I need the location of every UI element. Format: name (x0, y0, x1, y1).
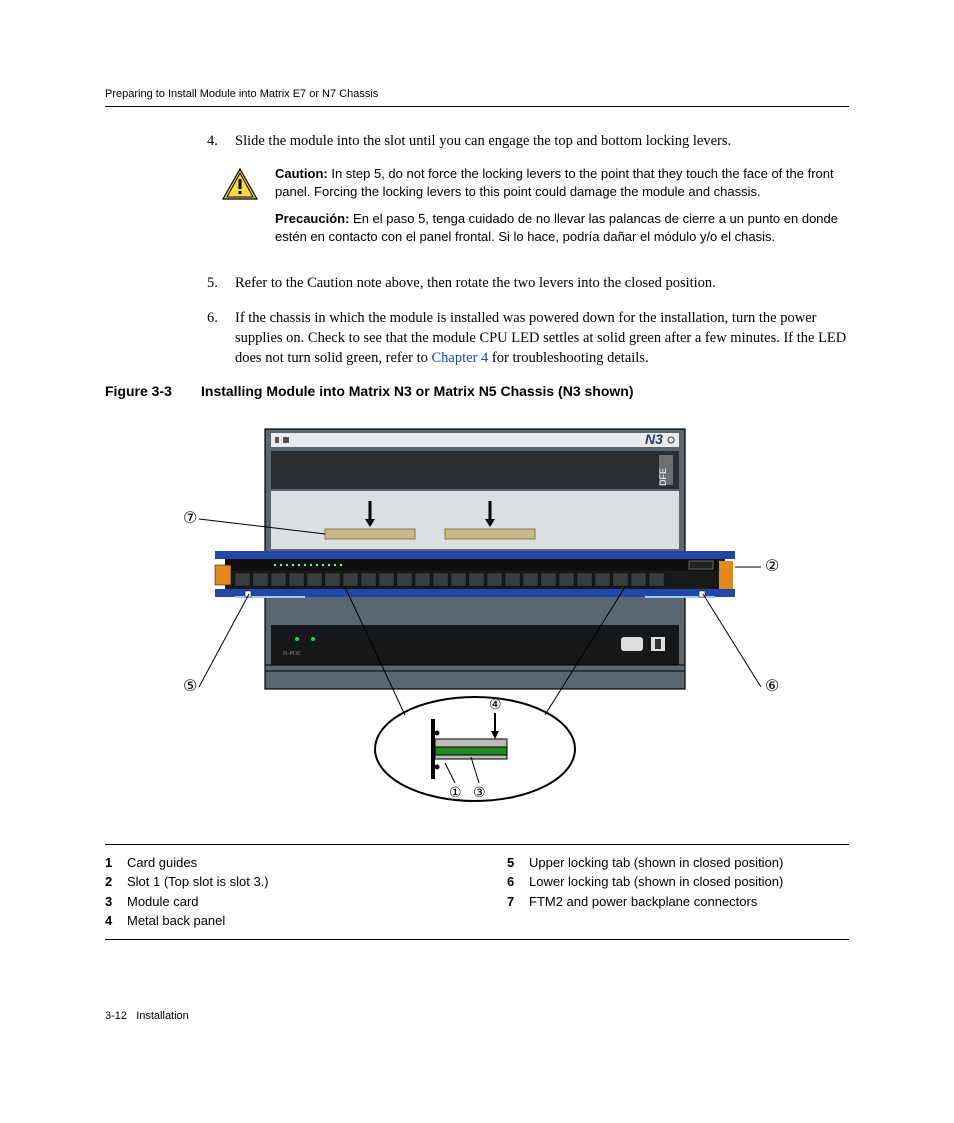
svg-text:DFE: DFE (658, 468, 668, 486)
svg-text:②: ② (765, 558, 779, 575)
running-header: Preparing to Install Module into Matrix … (105, 88, 849, 107)
svg-text:⑦: ⑦ (183, 510, 197, 527)
figure-diagram: N3 DFE N-POE ①③ ④ ⑦ ② ⑤ ⑥ (105, 419, 849, 824)
caution-icon (221, 165, 259, 255)
page-footer: 3-12 Installation (105, 1010, 849, 1022)
step-text: If the chassis in which the module is in… (235, 308, 849, 369)
step-number: 5. (207, 273, 235, 293)
legend-row: 6Lower locking tab (shown in closed posi… (507, 872, 849, 892)
caution-english: Caution: In step 5, do not force the loc… (275, 165, 849, 200)
step-text: Slide the module into the slot until you… (235, 131, 849, 151)
caution-block: Caution: In step 5, do not force the loc… (221, 165, 849, 255)
figure-caption: Figure 3-3Installing Module into Matrix … (105, 383, 849, 399)
svg-text:N-POE: N-POE (283, 651, 301, 657)
svg-text:⑤: ⑤ (183, 678, 197, 695)
svg-text:N3: N3 (645, 431, 663, 447)
step-5: 5. Refer to the Caution note above, then… (207, 273, 849, 293)
legend-row: 4Metal back panel (105, 911, 447, 931)
legend-row: 5Upper locking tab (shown in closed posi… (507, 853, 849, 873)
caution-spanish: Precaución: En el paso 5, tenga cuidado … (275, 210, 849, 245)
legend-row: 1Card guides (105, 853, 447, 873)
svg-text:①: ① (449, 786, 462, 801)
svg-text:⑥: ⑥ (765, 678, 779, 695)
step-6: 6. If the chassis in which the module is… (207, 308, 849, 369)
svg-text:④: ④ (489, 698, 502, 713)
svg-text:③: ③ (473, 786, 486, 801)
step-4: 4. Slide the module into the slot until … (207, 131, 849, 151)
chapter-link[interactable]: Chapter 4 (432, 350, 489, 366)
legend-row: 7FTM2 and power backplane connectors (507, 892, 849, 912)
step-number: 6. (207, 308, 235, 369)
step-text: Refer to the Caution note above, then ro… (235, 273, 849, 293)
legend-row: 3Module card (105, 892, 447, 912)
figure-legend: 1Card guides2Slot 1 (Top slot is slot 3.… (105, 844, 849, 940)
step-number: 4. (207, 131, 235, 151)
legend-row: 2Slot 1 (Top slot is slot 3.) (105, 872, 447, 892)
